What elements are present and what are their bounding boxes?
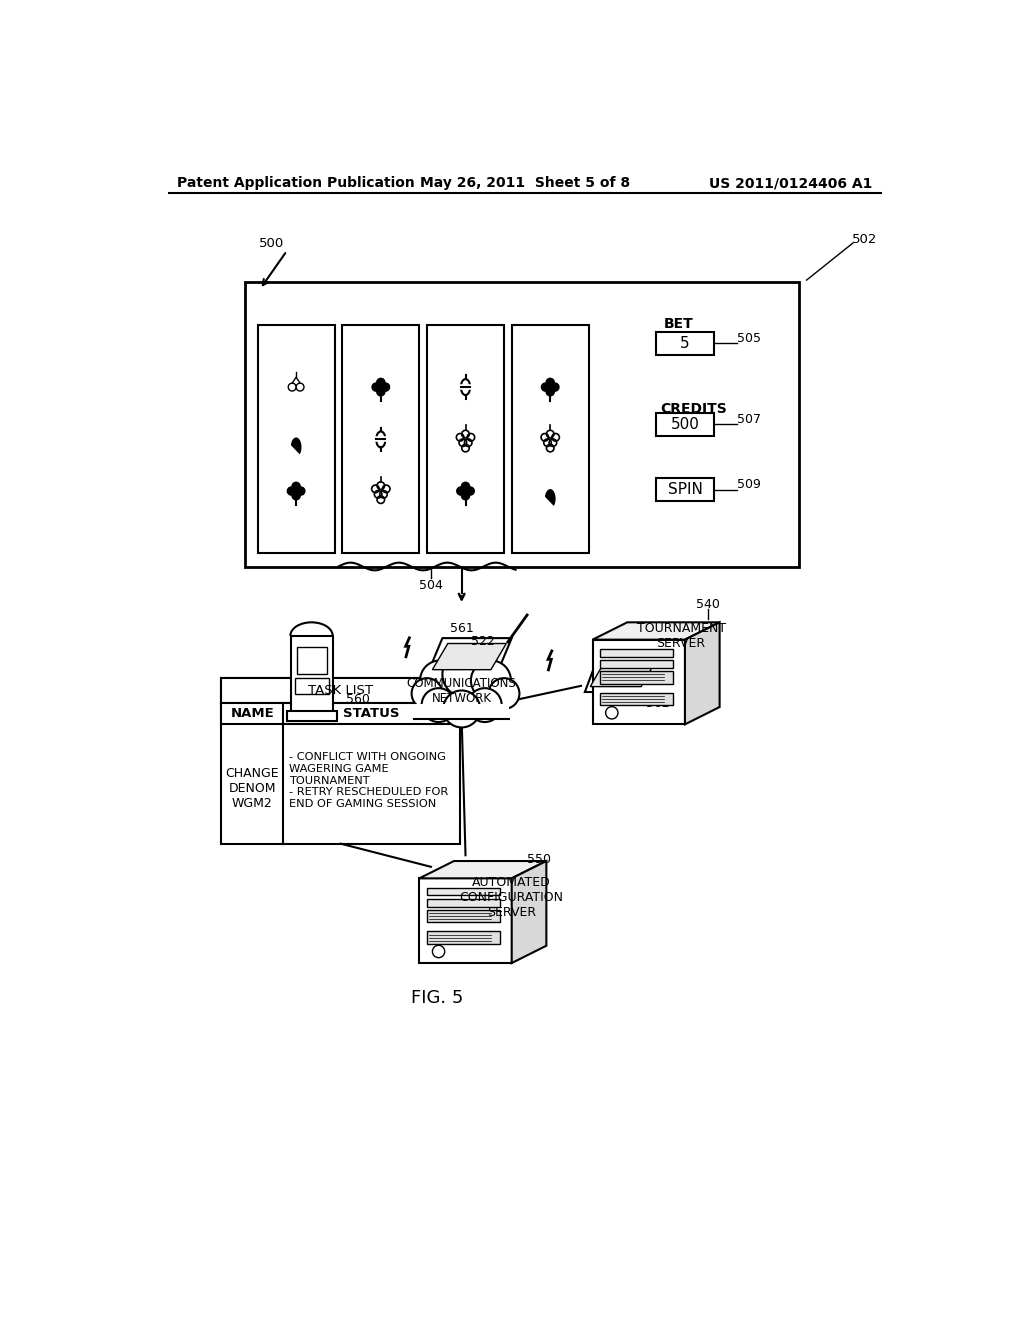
Bar bbox=[300, 680, 324, 686]
Text: AUTOMATED
CONFIGURATION
SERVER: AUTOMATED CONFIGURATION SERVER bbox=[460, 876, 563, 919]
Text: 509: 509 bbox=[737, 478, 761, 491]
Bar bbox=[414, 704, 509, 719]
Circle shape bbox=[471, 660, 511, 701]
Text: 500: 500 bbox=[671, 417, 699, 432]
Text: 507: 507 bbox=[737, 413, 761, 426]
Bar bbox=[221, 678, 460, 843]
Circle shape bbox=[372, 383, 380, 391]
Bar bbox=[656, 478, 714, 502]
Circle shape bbox=[422, 688, 456, 722]
Bar bbox=[600, 660, 674, 668]
Circle shape bbox=[488, 678, 519, 709]
Text: FIG. 5: FIG. 5 bbox=[411, 989, 463, 1007]
Circle shape bbox=[457, 487, 465, 495]
Bar bbox=[512, 326, 589, 553]
Polygon shape bbox=[419, 861, 547, 878]
Text: May 26, 2011  Sheet 5 of 8: May 26, 2011 Sheet 5 of 8 bbox=[420, 176, 630, 190]
Polygon shape bbox=[427, 638, 512, 675]
Text: 504: 504 bbox=[419, 579, 442, 593]
Bar bbox=[656, 413, 714, 436]
Circle shape bbox=[377, 379, 385, 387]
Text: 505: 505 bbox=[737, 333, 761, 345]
Bar bbox=[258, 326, 335, 553]
Bar bbox=[291, 636, 333, 721]
Circle shape bbox=[546, 379, 554, 387]
Polygon shape bbox=[291, 437, 301, 454]
Bar bbox=[600, 649, 674, 656]
Text: 502: 502 bbox=[852, 232, 878, 246]
Circle shape bbox=[292, 482, 300, 490]
Polygon shape bbox=[512, 861, 547, 964]
Text: CREDITS: CREDITS bbox=[660, 401, 727, 416]
Text: TOURNAMENT
SERVER: TOURNAMENT SERVER bbox=[637, 622, 726, 649]
Circle shape bbox=[292, 492, 300, 500]
Circle shape bbox=[468, 688, 502, 722]
Text: STATUS: STATUS bbox=[343, 708, 399, 721]
Bar bbox=[427, 899, 500, 907]
Text: 550: 550 bbox=[526, 853, 551, 866]
Circle shape bbox=[297, 487, 305, 495]
Bar bbox=[427, 909, 500, 923]
Polygon shape bbox=[432, 644, 506, 669]
Text: 560: 560 bbox=[346, 693, 370, 706]
Circle shape bbox=[462, 492, 469, 500]
Circle shape bbox=[288, 487, 295, 495]
Bar bbox=[419, 878, 512, 964]
Polygon shape bbox=[685, 622, 720, 725]
Bar bbox=[656, 331, 714, 355]
Text: TASK LIST: TASK LIST bbox=[308, 684, 374, 697]
Text: COMMUNICATIONS
NETWORK: COMMUNICATIONS NETWORK bbox=[407, 677, 516, 705]
Text: 540: 540 bbox=[696, 598, 720, 611]
Text: CHANGE
DENOM
WGM2: CHANGE DENOM WGM2 bbox=[225, 767, 279, 809]
Text: 562: 562 bbox=[646, 697, 670, 710]
Polygon shape bbox=[593, 622, 720, 640]
Bar bbox=[295, 678, 330, 693]
Bar bbox=[221, 678, 460, 702]
Polygon shape bbox=[585, 661, 658, 692]
Text: 500: 500 bbox=[259, 236, 284, 249]
Circle shape bbox=[412, 678, 442, 709]
Circle shape bbox=[382, 383, 389, 391]
Bar bbox=[593, 640, 685, 725]
Bar bbox=[427, 887, 500, 895]
Polygon shape bbox=[590, 667, 652, 686]
Bar bbox=[600, 693, 674, 705]
Text: Patent Application Publication: Patent Application Publication bbox=[177, 176, 415, 190]
Bar bbox=[427, 932, 500, 944]
Text: - CONFLICT WITH ONGOING
WAGERING GAME
TOURNAMENT
- RETRY RESCHEDULED FOR
END OF : - CONFLICT WITH ONGOING WAGERING GAME TO… bbox=[289, 752, 449, 809]
Text: US 2011/0124406 A1: US 2011/0124406 A1 bbox=[710, 176, 872, 190]
Circle shape bbox=[443, 690, 480, 727]
Polygon shape bbox=[545, 488, 556, 506]
Text: 522: 522 bbox=[471, 635, 495, 648]
Circle shape bbox=[546, 388, 554, 396]
Text: SPIN: SPIN bbox=[668, 482, 702, 498]
Circle shape bbox=[542, 383, 550, 391]
Circle shape bbox=[462, 482, 469, 490]
Circle shape bbox=[420, 660, 460, 701]
Text: NAME: NAME bbox=[230, 708, 274, 721]
Bar bbox=[600, 671, 674, 684]
Bar bbox=[427, 326, 504, 553]
Text: 561: 561 bbox=[450, 622, 473, 635]
Text: BET: BET bbox=[665, 317, 694, 331]
Bar bbox=[245, 281, 799, 566]
Bar bbox=[297, 647, 327, 675]
Bar bbox=[287, 711, 337, 721]
Bar bbox=[221, 702, 460, 725]
Circle shape bbox=[442, 651, 488, 697]
Text: 5: 5 bbox=[680, 335, 690, 351]
Bar bbox=[342, 326, 419, 553]
Circle shape bbox=[551, 383, 559, 391]
Circle shape bbox=[377, 388, 385, 396]
Circle shape bbox=[466, 487, 474, 495]
